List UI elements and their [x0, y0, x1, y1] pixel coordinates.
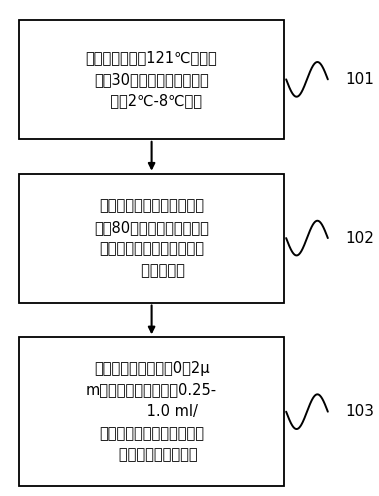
Text: 103: 103 — [345, 404, 374, 419]
Text: 101: 101 — [345, 72, 374, 87]
Text: 102: 102 — [345, 231, 374, 246]
Text: 将所述混合溶液通过0．2μ
m微孔滤膜过滤，分装0.25-
         1.0 ml/
支不同规格，得到所述聚乙
   二醇干扰素注射液。: 将所述混合溶液通过0．2μ m微孔滤膜过滤，分装0.25- 1.0 ml/ 支不… — [86, 361, 217, 462]
Bar — [19, 337, 284, 486]
Bar — [19, 174, 284, 303]
Text: 配制稀释液，在121℃条件下
进行30分钟湿热灭菌，并冷
  却至2℃-8℃；；: 配制稀释液，在121℃条件下 进行30分钟湿热灭菌，并冷 却至2℃-8℃；； — [86, 50, 218, 109]
Bar — [19, 20, 284, 139]
Text: 将聚乙二醇干扰素的原液、
吐温80与乙二胺四乙酸二钠
加入所述稀释液中混合得到
     混合溶液；: 将聚乙二醇干扰素的原液、 吐温80与乙二胺四乙酸二钠 加入所述稀释液中混合得到 … — [94, 198, 209, 278]
